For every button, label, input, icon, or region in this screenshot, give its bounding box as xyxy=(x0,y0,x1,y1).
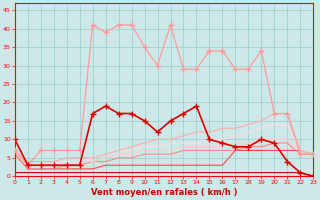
X-axis label: Vent moyen/en rafales ( km/h ): Vent moyen/en rafales ( km/h ) xyxy=(91,188,237,197)
